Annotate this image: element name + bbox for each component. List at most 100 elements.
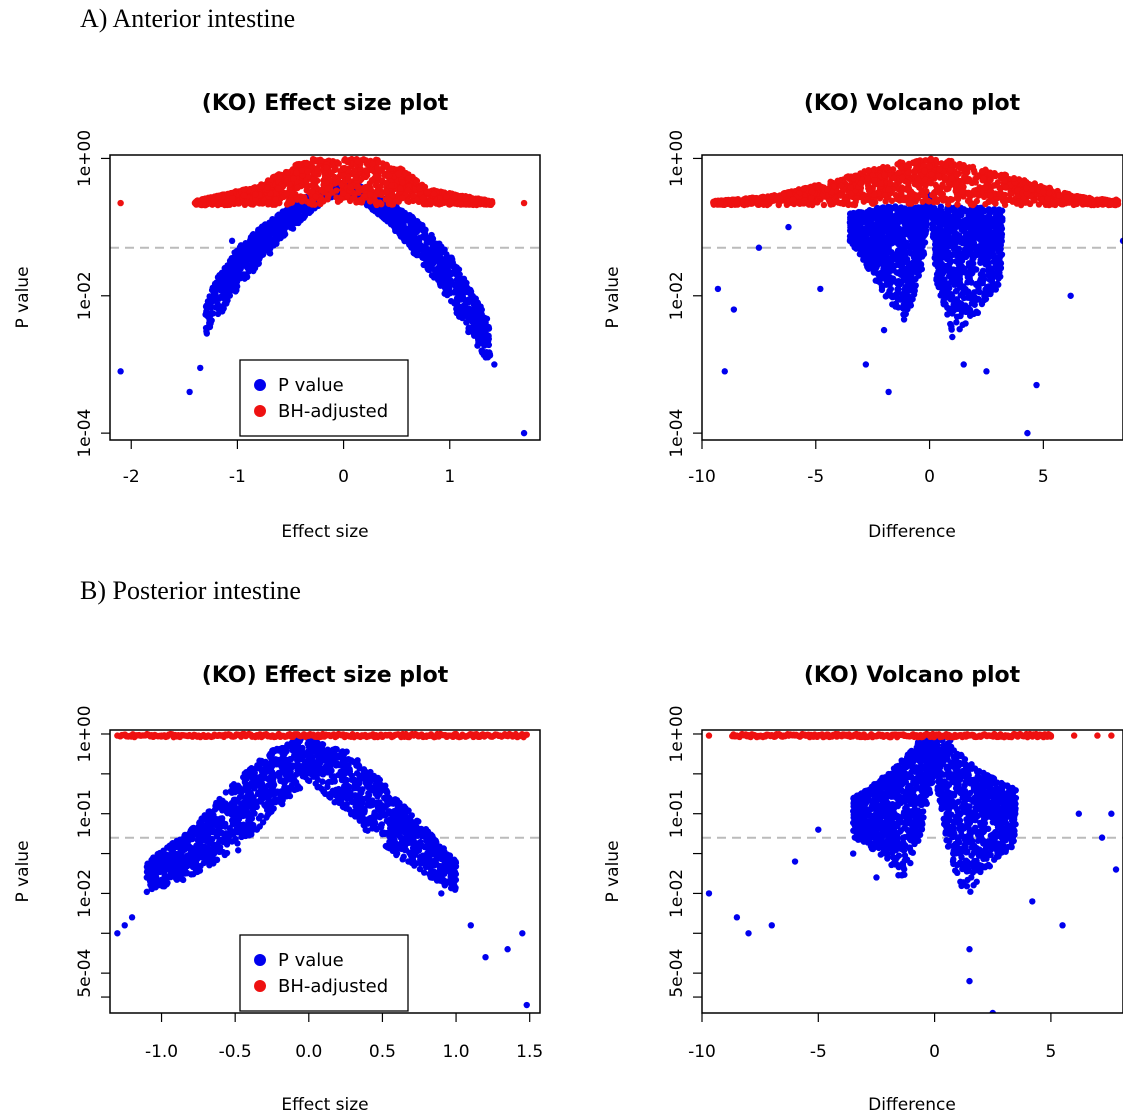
- pvalue-point: [941, 276, 948, 283]
- pvalue-point: [978, 212, 985, 220]
- pvalue-point: [976, 221, 983, 228]
- bh-adjusted-point: [430, 190, 438, 198]
- bh-adjusted-point: [443, 193, 450, 200]
- pvalue-point: [437, 254, 444, 261]
- pvalue-point: [306, 209, 313, 217]
- pvalue-point: [429, 243, 436, 251]
- pvalue-point: [971, 215, 978, 222]
- pvalue-point: [206, 321, 213, 328]
- pvalue-point: [903, 265, 911, 272]
- pvalue-point: [217, 271, 225, 279]
- bh-adjusted-point: [385, 172, 393, 179]
- pvalue-point: [894, 260, 902, 267]
- legend-bh-marker: [254, 405, 266, 417]
- bh-adjusted-point: [338, 181, 345, 189]
- bh-adjusted-point: [283, 190, 290, 197]
- pvalue-point: [888, 293, 895, 300]
- pvalue-point: [892, 223, 900, 231]
- pvalue-point: [873, 241, 880, 249]
- pvalue-point: [186, 388, 193, 396]
- pvalue-point: [872, 224, 879, 231]
- pvalue-point: [257, 225, 264, 232]
- bh-adjusted-point: [270, 173, 278, 181]
- pvalue-point: [885, 388, 892, 396]
- plot-frame: [109, 154, 541, 441]
- y-tick-label: 1e-04: [75, 409, 95, 458]
- pvalue-point: [991, 244, 998, 252]
- pvalue-point: [896, 281, 904, 288]
- pvalue-point: [937, 251, 945, 258]
- pvalue-point: [249, 251, 256, 258]
- y-tick-label: 1e+00: [75, 130, 95, 187]
- pvalue-point: [278, 220, 285, 228]
- pvalue-point: [894, 286, 901, 293]
- bh-adjusted-point: [308, 188, 316, 195]
- bh-adjusted-point: [235, 200, 242, 207]
- bh-adjusted-point: [274, 185, 282, 192]
- pvalue-point: [932, 229, 939, 237]
- pvalue-point: [918, 246, 925, 253]
- pvalue-point: [874, 216, 881, 224]
- pvalue-point: [887, 280, 894, 287]
- bh-adjusted-point: [461, 195, 469, 202]
- pvalue-point: [998, 251, 1006, 258]
- bh-adjusted-point: [323, 179, 330, 186]
- pvalue-point: [266, 237, 273, 245]
- pvalue-point: [969, 296, 977, 303]
- bh-adjusted-point: [399, 179, 406, 186]
- pvalue-point: [447, 280, 454, 288]
- bh-adjusted-point: [419, 194, 427, 202]
- bh-adjusted-point: [314, 166, 321, 174]
- pvalue-point: [955, 281, 962, 288]
- pvalue-point: [958, 226, 965, 234]
- bh-adjusted-point: [333, 187, 340, 194]
- pvalue-point: [982, 232, 990, 239]
- pvalue-point: [422, 243, 429, 251]
- bh-adjusted-point: [457, 201, 464, 208]
- bh-adjusted-point: [294, 184, 301, 191]
- y-axis-label: P value: [603, 266, 623, 328]
- pvalue-point: [203, 328, 210, 335]
- pvalue-point: [964, 289, 971, 296]
- pvalue-point: [903, 298, 910, 305]
- bh-adjusted-point: [286, 181, 293, 188]
- legend-pvalue-marker: [254, 379, 266, 391]
- pvalue-point: [473, 310, 481, 317]
- pvalue-point: [983, 248, 990, 255]
- bh-adjusted-point: [402, 169, 409, 177]
- bh-adjusted-point: [388, 182, 395, 189]
- y-tick-label: 1e-04: [667, 409, 687, 458]
- bh-adjusted-point: [421, 183, 429, 191]
- bh-adjusted-point: [361, 192, 369, 200]
- bh-adjusted-point: [404, 197, 411, 205]
- pvalue-point: [933, 275, 940, 282]
- pvalue-point: [876, 278, 883, 286]
- pvalue-point: [249, 245, 256, 253]
- pvalue-point: [976, 289, 983, 296]
- pvalue-point: [210, 285, 217, 293]
- pvalue-point: [287, 206, 294, 214]
- pvalue-point: [393, 210, 400, 217]
- pvalue-point: [936, 222, 943, 229]
- data-layer: [710, 155, 1123, 437]
- pvalue-point: [416, 225, 424, 232]
- pvalue-point: [882, 276, 890, 283]
- pvalue-point: [960, 294, 968, 302]
- bh-adjusted-point: [344, 158, 351, 166]
- pvalue-point: [882, 227, 889, 235]
- pvalue-point: [1119, 237, 1123, 245]
- pvalue-point: [292, 219, 299, 227]
- bh-adjusted-point: [457, 194, 464, 201]
- bh-adjusted-point: [347, 183, 354, 191]
- pvalue-point: [212, 290, 219, 298]
- pvalue-point: [244, 256, 252, 263]
- pvalue-point: [937, 236, 945, 243]
- pvalue-point: [935, 258, 942, 265]
- pvalue-point: [240, 271, 247, 278]
- bh-adjusted-point: [317, 157, 325, 164]
- bh-adjusted-point: [313, 184, 321, 192]
- pvalue-point: [878, 204, 886, 212]
- pvalue-point: [890, 267, 897, 274]
- pvalue-point: [986, 211, 993, 219]
